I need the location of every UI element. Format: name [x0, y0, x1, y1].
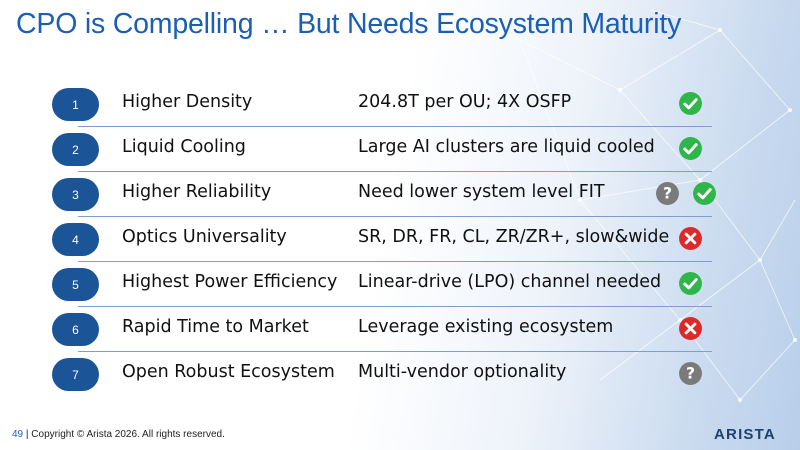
question-icon: ?: [655, 181, 680, 206]
feature-detail: Need lower system level FIT: [358, 182, 605, 202]
feature-row: 2 Liquid Cooling Large AI clusters are liq…: [0, 128, 800, 173]
row-divider: [78, 216, 712, 217]
feature-detail: 204.8T per OU; 4X OSFP: [358, 92, 572, 112]
row-divider: [78, 126, 712, 127]
feature-row: 5 Highest Power Efficiency Linear-drive (L…: [0, 263, 800, 308]
slide-title: CPO is Compelling … But Needs Ecosystem …: [16, 8, 682, 40]
feature-detail: Large AI clusters are liquid cooled: [358, 137, 655, 157]
cross-icon: [678, 316, 703, 341]
feature-detail: Linear-drive (LPO) channel needed: [358, 272, 662, 292]
arista-logo: ARISTA: [714, 426, 776, 443]
feature-row: 4 Optics Universality SR, DR, FR, CL, ZR/Z…: [0, 218, 800, 263]
feature-row: 6 Rapid Time to Market Leverage existing e…: [0, 308, 800, 353]
svg-text:?: ?: [663, 185, 672, 203]
page-number: 49: [12, 429, 24, 440]
row-divider: [78, 306, 712, 307]
feature-detail: SR, DR, FR, CL, ZR/ZR+, slow&wide: [358, 227, 670, 247]
cross-icon: [678, 226, 703, 251]
row-number-badge: 3: [52, 178, 99, 211]
feature-detail: Leverage existing ecosystem: [358, 317, 614, 337]
question-icon: ?: [678, 361, 703, 386]
feature-name: Higher Density: [122, 92, 253, 112]
row-number-badge: 7: [52, 358, 99, 391]
row-number-badge: 1: [52, 88, 99, 121]
feature-name: Rapid Time to Market: [122, 317, 309, 337]
check-icon: [678, 271, 703, 296]
row-divider: [78, 261, 712, 262]
footer: 49 | Copyright © Arista 2026. All rights…: [12, 429, 225, 440]
row-divider: [78, 171, 712, 172]
footer-separator: |: [25, 429, 29, 440]
feature-name: Liquid Cooling: [122, 137, 246, 157]
feature-row: 7 Open Robust Ecosystem Multi-vendor optio…: [0, 353, 800, 398]
feature-row: 3 Higher Reliability Need lower system lev…: [0, 173, 800, 218]
row-number-badge: 6: [52, 313, 99, 346]
row-number-badge: 4: [52, 223, 99, 256]
feature-row: 1 Higher Density 204.8T per OU; 4X OSFP: [0, 83, 800, 128]
check-icon: [678, 91, 703, 116]
row-divider: [78, 351, 712, 352]
feature-name: Open Robust Ecosystem: [122, 362, 335, 382]
feature-detail: Multi-vendor optionality: [358, 362, 567, 382]
feature-name: Higher Reliability: [122, 182, 272, 202]
check-icon: [678, 136, 703, 161]
row-number-badge: 5: [52, 268, 99, 301]
svg-text:?: ?: [686, 365, 695, 383]
check-icon: [692, 181, 717, 206]
feature-name: Optics Universality: [122, 227, 287, 247]
row-number-badge: 2: [52, 133, 99, 166]
feature-name: Highest Power Efficiency: [122, 272, 338, 292]
copyright-text: Copyright © Arista 2026. All rights rese…: [31, 429, 225, 440]
